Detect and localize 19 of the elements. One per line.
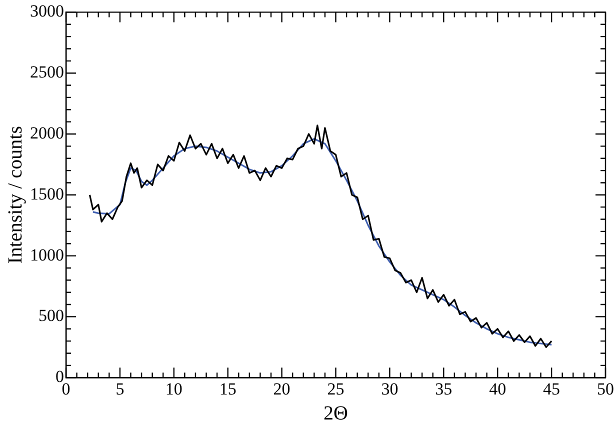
y-tick-label: 500 <box>38 306 64 326</box>
x-tick-label: 5 <box>116 379 124 398</box>
x-tick-label: 10 <box>165 379 182 398</box>
y-axis-title: Intensity / counts <box>4 126 26 264</box>
x-tick-label: 30 <box>381 379 398 398</box>
y-tick-label: 2000 <box>30 123 64 142</box>
y-tick-label: 0 <box>56 367 64 386</box>
y-tick-label: 3000 <box>30 2 64 21</box>
x-tick-label: 45 <box>543 379 560 398</box>
x-tick-label: 20 <box>273 379 290 398</box>
x-tick-label: 50 <box>597 379 614 398</box>
x-tick-label: 40 <box>489 379 506 398</box>
x-axis-title: 2Θ <box>324 402 348 424</box>
x-tick-label: 25 <box>327 379 344 398</box>
x-tick-label: 15 <box>219 379 236 398</box>
x-tick-label: 35 <box>435 379 452 398</box>
y-tick-label: 1500 <box>30 184 64 204</box>
y-tick-label: 2500 <box>30 62 64 82</box>
y-tick-label: 1000 <box>30 245 64 264</box>
